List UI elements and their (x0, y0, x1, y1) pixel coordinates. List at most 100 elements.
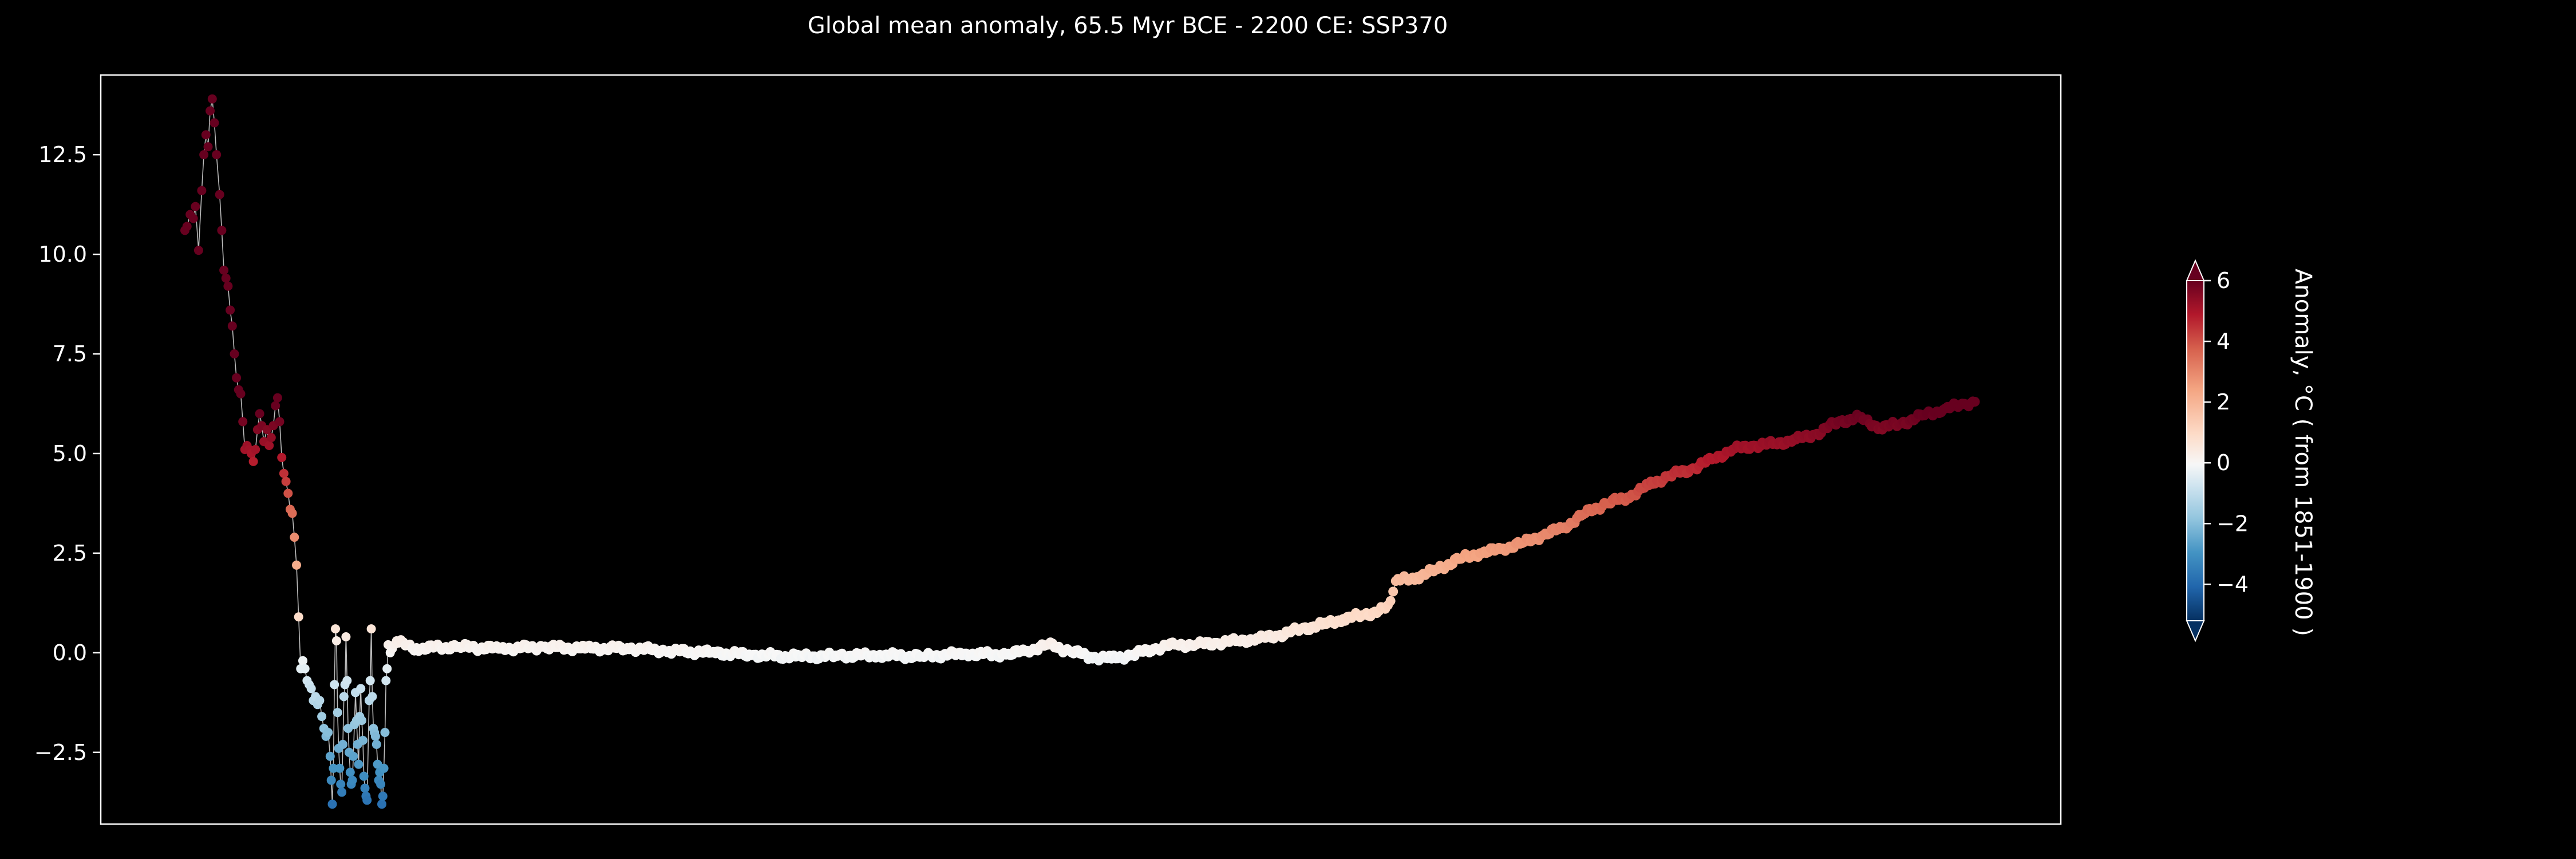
data-point (354, 759, 364, 769)
data-point (201, 130, 211, 140)
data-point (182, 222, 192, 231)
data-point (287, 509, 297, 518)
data-point (203, 142, 213, 152)
y-axis: −2.5 0.0 2.5 5.0 7.5 10.0 12.5 (34, 142, 101, 765)
data-point (365, 676, 375, 685)
colorbar-ticks: −4 −2 0 2 4 6 (2204, 268, 2249, 597)
colorbar-outline (2186, 280, 2204, 621)
data-point (366, 624, 376, 634)
data-point (206, 106, 215, 116)
data-point (379, 763, 389, 773)
data-point (359, 771, 369, 781)
data-point (215, 190, 224, 199)
data-point (335, 763, 345, 773)
data-point (382, 664, 392, 673)
data-point (264, 441, 274, 450)
data-point (275, 417, 285, 427)
data-point (283, 488, 293, 498)
data-point (272, 393, 282, 403)
data-point (197, 186, 207, 195)
y-tick-label: 7.5 (53, 341, 87, 367)
data-point (380, 728, 390, 737)
data-point (279, 468, 289, 478)
data-point (1388, 586, 1398, 597)
data-point (207, 94, 217, 104)
data-point (331, 624, 340, 634)
data-point (290, 533, 299, 542)
data-point (376, 779, 386, 789)
data-point (356, 684, 366, 693)
data-point (292, 560, 301, 570)
data-point (210, 118, 219, 128)
data-point (381, 676, 391, 685)
data-point (255, 409, 264, 419)
data-point (325, 751, 335, 761)
colorbar-tick-label: −4 (2217, 572, 2249, 597)
colorbar-tick-label: 4 (2217, 329, 2230, 354)
colorbar-label: Anomaly, °C ( from 1851-1900 ) (2290, 269, 2316, 636)
y-tick-label: 10.0 (38, 242, 87, 267)
data-point (315, 696, 325, 706)
data-point (377, 799, 386, 809)
y-tick-label: 12.5 (38, 142, 87, 167)
data-point (266, 433, 276, 443)
data-point (221, 273, 231, 283)
colorbar-gradient (2187, 281, 2204, 621)
data-point (370, 731, 380, 741)
data-point (236, 389, 246, 399)
series-line (184, 98, 1976, 805)
data-point (378, 791, 388, 801)
data-point (230, 349, 239, 358)
data-point (338, 739, 347, 749)
colorbar: −4 −2 0 2 4 6 Anomaly, °C ( from 1851-1900 ) (2186, 259, 2316, 643)
data-point (357, 716, 366, 726)
data-point (294, 612, 303, 622)
y-tick-label: 0.0 (53, 640, 87, 665)
data-point (306, 684, 316, 693)
colorbar-extend-top (2186, 259, 2205, 281)
data-point (347, 775, 357, 785)
data-point (323, 728, 333, 737)
colorbar-extend-bottom (2186, 620, 2205, 643)
data-point (223, 281, 233, 291)
data-point (226, 305, 235, 315)
data-point (300, 664, 310, 673)
data-point (271, 401, 280, 411)
data-point (227, 321, 237, 331)
colorbar-tick-label: 6 (2217, 268, 2230, 293)
y-tick-label: 2.5 (53, 541, 87, 566)
data-point (345, 767, 355, 777)
data-point (191, 202, 200, 211)
data-point (333, 708, 342, 718)
data-point (317, 712, 327, 722)
data-point (362, 795, 372, 805)
data-point (349, 751, 358, 761)
data-point (217, 226, 227, 235)
data-point (372, 739, 381, 749)
data-point (330, 680, 339, 689)
data-point (331, 636, 341, 645)
data-point (339, 692, 349, 702)
data-point (336, 779, 346, 789)
plot-area (180, 94, 1980, 809)
colorbar-tick-label: 2 (2217, 389, 2230, 415)
plot-frame (100, 74, 2062, 825)
data-point (1970, 397, 1980, 407)
data-point (368, 692, 377, 702)
data-point (342, 676, 352, 685)
data-point (360, 783, 370, 793)
colorbar-tick-label: −2 (2217, 511, 2249, 536)
data-point (188, 214, 198, 223)
data-point (232, 373, 242, 383)
data-point (277, 452, 287, 462)
data-point (298, 656, 307, 665)
data-point (238, 417, 248, 427)
colorbar-tick-label: 0 (2217, 450, 2230, 475)
data-point (358, 735, 368, 745)
data-point (1385, 596, 1396, 606)
data-point (219, 265, 229, 275)
data-point (341, 632, 351, 641)
data-point (193, 246, 203, 255)
data-point (326, 775, 336, 785)
